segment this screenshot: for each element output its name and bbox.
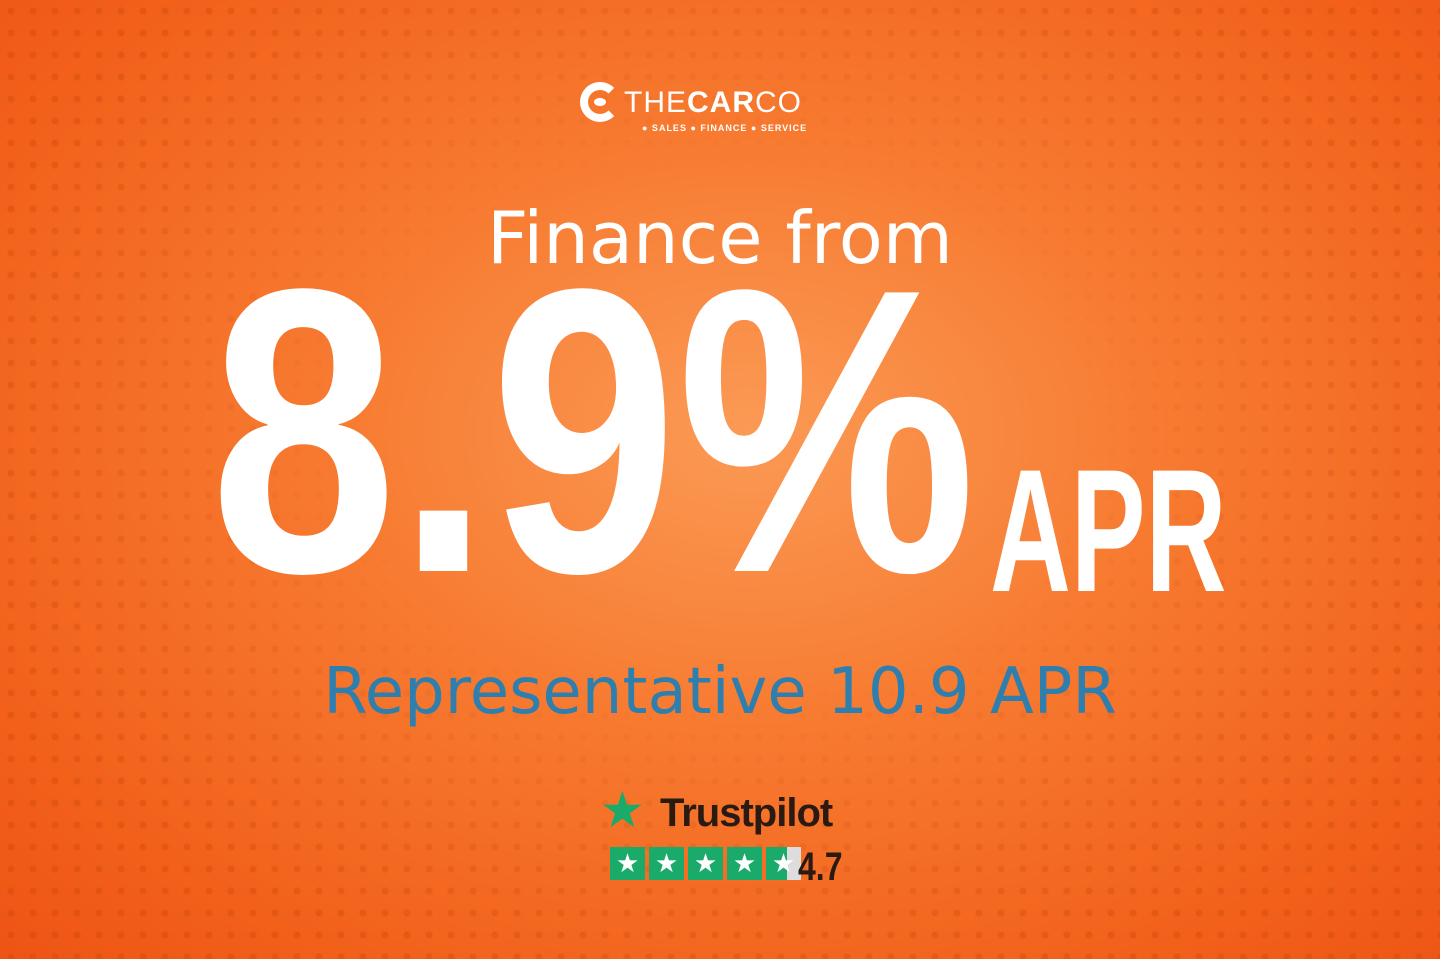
trustpilot-score: 4.7 [798,845,843,889]
star-icon: ★ [649,847,684,880]
star-icon: ★ [688,847,723,880]
representative-apr: Representative 10.9 APR [323,655,1117,729]
logo-co: CO [755,86,802,119]
logo-the: THE [624,86,687,119]
logo-tagline: ● SALES ● FINANCE ● SERVICE [642,123,808,133]
star-icon: ★ [610,847,645,880]
trustpilot-brand: Trustpilot [660,791,833,835]
rate-value: 8.9% [210,204,977,657]
rating-stars: ★ ★ ★ ★ ★ [610,847,801,880]
logo-ring-icon [580,82,620,122]
trustpilot-star-icon: ★ [600,782,645,838]
partial-star-icon: ★ [766,847,801,880]
logo-name: THECARCO [624,86,802,120]
headline: Finance from [487,196,953,280]
logo-car: CAR [687,86,755,119]
rate-suffix: APR [990,434,1227,629]
thecarco-logo: THECARCO ● SALES ● FINANCE ● SERVICE [580,80,870,136]
star-icon: ★ [727,847,762,880]
